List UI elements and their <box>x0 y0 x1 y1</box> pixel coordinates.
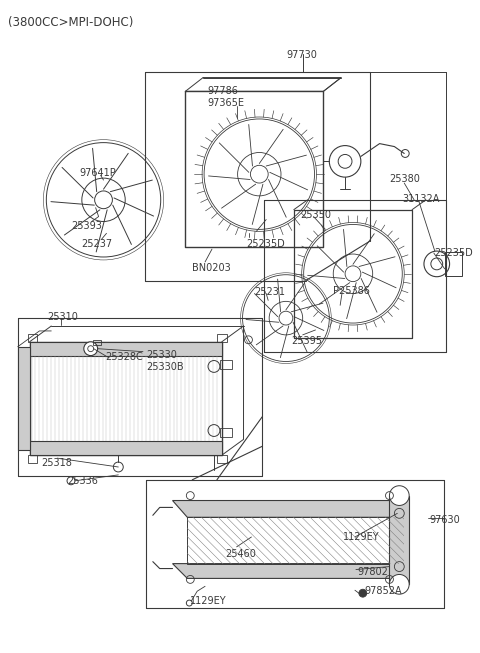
Text: P25386: P25386 <box>333 285 370 296</box>
Text: 97786: 97786 <box>207 86 238 97</box>
Text: 97802: 97802 <box>357 567 388 577</box>
Bar <box>444 252 462 276</box>
Bar <box>217 334 227 342</box>
Circle shape <box>84 342 97 356</box>
Text: 31132A: 31132A <box>402 194 440 204</box>
Polygon shape <box>18 347 30 450</box>
Text: 25328C: 25328C <box>106 352 143 362</box>
Bar <box>28 455 37 463</box>
Bar <box>30 441 222 455</box>
Text: 25330: 25330 <box>146 349 177 360</box>
Text: 25318: 25318 <box>41 458 72 468</box>
Text: 25393: 25393 <box>71 221 102 232</box>
Polygon shape <box>187 517 404 564</box>
Text: 25310: 25310 <box>48 312 78 322</box>
Text: 25380: 25380 <box>389 174 420 184</box>
Circle shape <box>359 589 367 597</box>
Text: 25330B: 25330B <box>146 362 183 372</box>
Text: 97365E: 97365E <box>207 98 244 108</box>
Text: 25350: 25350 <box>300 210 332 219</box>
Text: 97630: 97630 <box>429 515 460 525</box>
Circle shape <box>389 486 409 505</box>
Text: 1129EY: 1129EY <box>343 532 380 542</box>
Text: 25235D: 25235D <box>247 239 285 249</box>
Bar <box>220 360 232 370</box>
Text: 97852A: 97852A <box>365 586 402 596</box>
Polygon shape <box>172 500 404 517</box>
Bar <box>220 428 232 438</box>
Text: 25231: 25231 <box>254 287 286 296</box>
Text: 25460: 25460 <box>225 549 256 559</box>
Text: 25395: 25395 <box>291 336 322 346</box>
Text: (3800CC>MPI-DOHC): (3800CC>MPI-DOHC) <box>8 16 133 29</box>
Bar <box>28 334 37 342</box>
Text: 1129EY: 1129EY <box>190 596 227 606</box>
Text: 97730: 97730 <box>286 50 317 60</box>
Circle shape <box>389 575 409 594</box>
Bar <box>93 340 101 345</box>
Text: 25235D: 25235D <box>434 248 473 258</box>
Text: BN0203: BN0203 <box>192 263 231 273</box>
Bar <box>217 455 227 463</box>
Bar <box>389 496 409 584</box>
Bar <box>30 342 222 356</box>
Polygon shape <box>172 564 404 579</box>
Text: 97641P: 97641P <box>79 168 116 178</box>
Text: 25336: 25336 <box>67 476 98 486</box>
Text: 25237: 25237 <box>81 239 112 249</box>
